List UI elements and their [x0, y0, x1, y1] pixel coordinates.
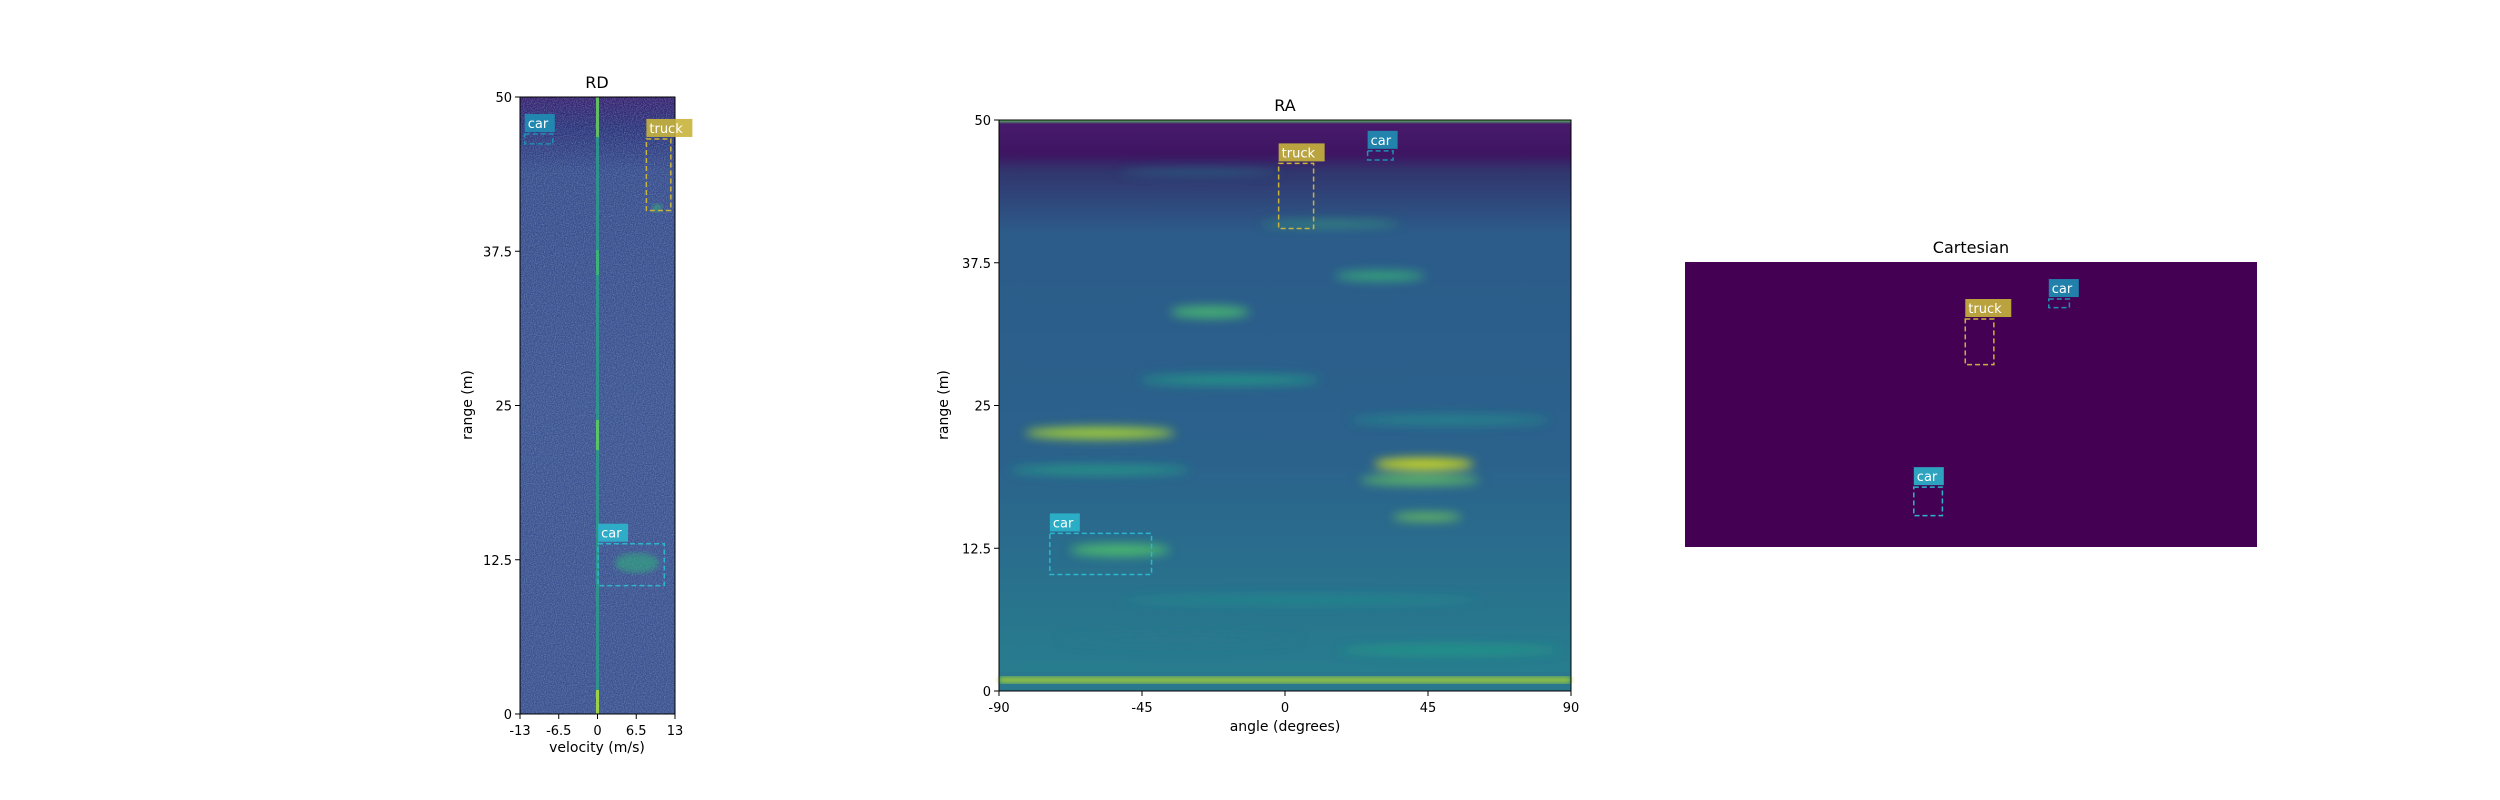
- cartesian-box-label-bg: [2048, 279, 2079, 298]
- ra-ytick-label: 25: [974, 400, 991, 415]
- rd-box-label-bg: [598, 523, 629, 542]
- cartesian-box-label: truck: [1968, 302, 2002, 317]
- ra-box-label: truck: [1282, 146, 1316, 161]
- ra-box-car: [1049, 532, 1153, 576]
- cartesian-detections: truck car car: [1913, 279, 2079, 517]
- rd-box-car: [597, 542, 666, 587]
- rd-zero-doppler-line: [596, 97, 599, 714]
- cartesian-panel: Cartesian truck car car: [1685, 238, 2257, 547]
- ra-xtick-label: 45: [1420, 701, 1437, 716]
- rd-box-label: car: [601, 527, 622, 542]
- ra-axes: -90 -45 0 45 90 0 12.5 25 37.5 50: [962, 114, 1579, 716]
- rd-title: RD: [585, 73, 608, 92]
- rd-ytick-label: 25: [495, 400, 512, 415]
- cartesian-box-car: [2048, 298, 2071, 309]
- rd-ytick-label: 37.5: [483, 245, 512, 260]
- rd-xtick-label: 13: [667, 724, 684, 739]
- ra-ytick-label: 50: [974, 114, 991, 129]
- ra-box-truck: [1277, 162, 1315, 230]
- rd-axes: -13 -6.5 0 6.5 13 0 12.5 25 37.5 50: [483, 91, 683, 739]
- cartesian-box-label-bg: [1965, 299, 2012, 317]
- ra-xtick-label: 90: [1563, 701, 1580, 716]
- ra-box-label-bg: [1278, 143, 1325, 162]
- ra-box-label-bg: [1049, 513, 1080, 532]
- rd-zero-doppler-hotspot: [596, 97, 599, 137]
- ra-box-label: car: [1371, 134, 1392, 149]
- cartesian-box-label-bg: [1913, 467, 1944, 486]
- ra-box-label: car: [1053, 516, 1074, 531]
- rd-xtick-label: 0: [593, 724, 601, 739]
- cartesian-box-label: car: [1917, 470, 1938, 485]
- ra-ytick-label: 12.5: [962, 542, 991, 557]
- rd-box-label: truck: [649, 122, 683, 137]
- ra-xtick-label: -90: [988, 701, 1009, 716]
- rd-zero-doppler-hotspot: [596, 420, 599, 450]
- rd-ytick-label: 0: [504, 708, 512, 723]
- rd-box-truck: [645, 138, 672, 212]
- rd-zero-doppler-hotspot: [596, 690, 599, 714]
- ra-box-car: [1366, 150, 1394, 161]
- cartesian-box-truck: [1964, 318, 1995, 366]
- cartesian-title: Cartesian: [1933, 238, 2009, 257]
- ra-near-range-highlight: [999, 677, 1571, 683]
- rd-zero-doppler-hotspot: [596, 250, 599, 275]
- rd-box-car: [524, 133, 554, 145]
- ra-xtick-label: -45: [1131, 701, 1152, 716]
- rd-xtick-label: 6.5: [626, 724, 647, 739]
- rd-target-signature: [615, 553, 659, 573]
- ra-detections: truck car car: [1049, 130, 1398, 576]
- rd-ylabel: range (m): [460, 370, 476, 440]
- ra-box-label-bg: [1367, 130, 1398, 149]
- ra-ylabel: range (m): [936, 370, 952, 440]
- rd-ytick-label: 50: [495, 91, 512, 106]
- cartesian-box-label: car: [2052, 282, 2073, 297]
- rd-ytick-label: 12.5: [483, 554, 512, 569]
- rd-xlabel: velocity (m/s): [549, 740, 645, 756]
- rd-xtick-label: -13: [509, 724, 530, 739]
- rd-box-label-bg: [524, 114, 555, 133]
- rd-box-label-bg: [646, 118, 693, 137]
- rd-xtick-label: -6.5: [546, 724, 571, 739]
- ra-ytick-label: 37.5: [962, 257, 991, 272]
- ra-xlabel: angle (degrees): [1230, 719, 1341, 735]
- ra-title: RA: [1274, 96, 1295, 115]
- cartesian-box-car: [1913, 486, 1944, 517]
- rd-detections: car truck car: [524, 114, 693, 587]
- ra-heatmap-blobs: [1010, 169, 1560, 655]
- ra-heatmap-background: [999, 120, 1571, 691]
- ra-xtick-label: 0: [1281, 701, 1289, 716]
- rd-box-label: car: [528, 117, 549, 132]
- ra-ytick-label: 0: [983, 685, 991, 700]
